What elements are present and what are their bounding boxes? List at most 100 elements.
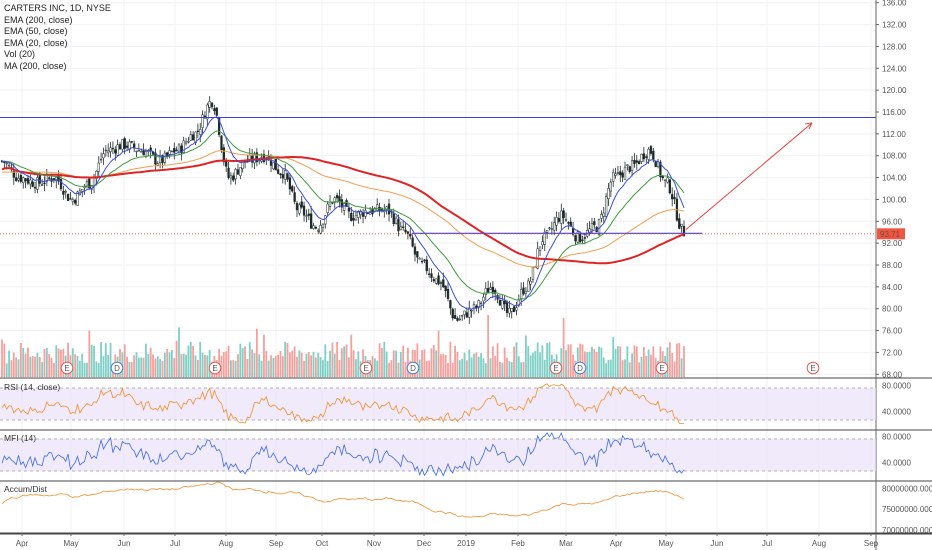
candle-body (392, 212, 395, 225)
legend-ema200: EMA (200, close) (4, 14, 73, 25)
candle-body (305, 215, 308, 217)
candle-body (227, 167, 230, 178)
candle-body (114, 149, 117, 154)
candle-body (213, 108, 216, 112)
candle-body (206, 104, 209, 120)
volume-bar (628, 362, 631, 377)
candle-body (340, 199, 343, 208)
candle-body (229, 175, 233, 179)
candle-body (562, 210, 565, 219)
volume-bar (399, 351, 402, 377)
price-tick-label: 96.00 (882, 217, 903, 226)
candle-body (678, 218, 681, 229)
volume-bar (173, 358, 176, 377)
candle-body (508, 307, 511, 314)
event-marker-dividend (110, 361, 124, 375)
volume-bar (36, 352, 39, 377)
volume-bar (350, 334, 353, 377)
volume-bar (71, 348, 74, 377)
candle-body (435, 278, 438, 284)
volume-bar (475, 352, 478, 377)
volume-bar (227, 345, 230, 377)
candle-body (300, 201, 303, 208)
accum-dist-tick-label: 75000000.0000 (882, 505, 932, 514)
candle-body (272, 162, 275, 169)
accum-dist-label: Accum/Dist (4, 484, 48, 494)
volume-bar (29, 356, 32, 377)
candle-body (397, 219, 400, 232)
candle-body (564, 219, 568, 221)
candle-body (614, 173, 617, 176)
volume-bar (406, 347, 409, 377)
candle-body (71, 199, 74, 202)
candle-body (541, 241, 544, 246)
candle-body (107, 150, 110, 154)
price-tick-label: 128.00 (882, 42, 907, 51)
volume-bar (378, 343, 381, 377)
volume-bar (440, 354, 442, 377)
volume-bar (220, 355, 223, 377)
price-tick-label: 100.00 (882, 195, 907, 204)
candle-body (31, 181, 34, 187)
candle-body (472, 303, 476, 309)
candle-body (24, 178, 27, 182)
volume-bar (515, 342, 518, 377)
volume-bar (55, 345, 58, 377)
volume-bar (241, 348, 244, 377)
candle-body (236, 169, 240, 175)
event-marker-label: D (410, 364, 416, 373)
volume-bar (541, 345, 544, 377)
volume-bar (536, 342, 539, 377)
volume-bar (381, 347, 383, 377)
candle-body (281, 174, 284, 179)
volume-bar (520, 362, 523, 377)
volume-bar (272, 357, 275, 377)
candle-body (302, 205, 306, 216)
volume-bar (133, 355, 136, 377)
volume-bar (437, 330, 440, 377)
volume-bar (383, 341, 386, 377)
time-tick-label: Aug (812, 539, 826, 548)
time-tick-label: Nov (367, 539, 381, 548)
forecast-arrow-head (804, 122, 813, 130)
indicator-band (0, 388, 876, 420)
candle-body (343, 203, 346, 211)
candle-body (588, 228, 591, 233)
volume-bar (496, 343, 499, 377)
candle-body (125, 145, 129, 148)
candle-body (279, 173, 282, 176)
candle-body (345, 200, 348, 207)
candle-body (671, 194, 674, 200)
candle-body (364, 210, 367, 217)
candle-body (444, 285, 447, 291)
candle-body (376, 204, 379, 212)
candle-body (102, 153, 105, 159)
candle-body (630, 160, 634, 171)
volume-bar (449, 341, 452, 377)
candle-body (288, 177, 292, 190)
volume-bar (102, 356, 105, 377)
volume-bar (421, 350, 423, 377)
candle-body (409, 233, 412, 237)
volume-bar (81, 353, 84, 377)
candle-body (394, 217, 398, 224)
volume-bar (510, 362, 513, 377)
volume-bar (333, 353, 336, 377)
candle-body (312, 225, 315, 229)
mfi-label: MFI (14) (4, 433, 36, 443)
volume-bar (152, 354, 154, 377)
volume-bar (123, 344, 126, 377)
candle-body (621, 172, 624, 178)
candle-body (430, 273, 433, 279)
candle-body (623, 166, 627, 180)
volume-bar (477, 356, 480, 377)
candle-body (477, 300, 480, 308)
price-tick-label: 116.00 (882, 108, 906, 117)
volume-bar (166, 348, 169, 377)
candle-body (33, 186, 37, 189)
mfi-line (1, 431, 685, 477)
candle-body (109, 147, 112, 152)
volume-bar (626, 346, 629, 377)
candle-body (17, 178, 20, 181)
